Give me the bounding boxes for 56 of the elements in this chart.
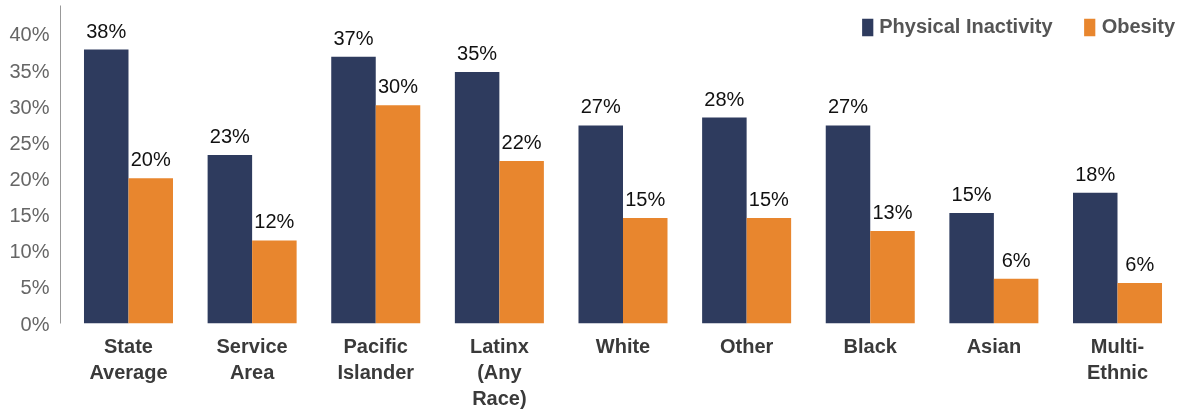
- bar: [825, 125, 871, 324]
- data-label: 27%: [580, 95, 621, 118]
- bar: [623, 217, 668, 324]
- data-label: 6%: [1125, 253, 1155, 276]
- data-label: 37%: [333, 26, 374, 49]
- data-label: 6%: [1001, 248, 1031, 271]
- bar: [331, 56, 376, 324]
- bar: [454, 71, 500, 324]
- y-tick-label: 25%: [9, 131, 50, 154]
- y-tick-label: 15%: [9, 204, 50, 227]
- x-tick-label: Other: [719, 334, 774, 357]
- data-label: 27%: [827, 95, 869, 118]
- x-tick-label: State Average: [89, 334, 168, 383]
- bar: [870, 230, 915, 324]
- y-tick-label: 5%: [20, 276, 50, 299]
- data-label: 15%: [625, 187, 666, 210]
- bar: [993, 278, 1039, 324]
- x-tick-label: Multi-Ethnic: [1086, 334, 1149, 383]
- bar: [1117, 283, 1163, 324]
- data-label: 22%: [501, 130, 542, 153]
- y-tick-label: 35%: [9, 59, 50, 82]
- bar: [83, 49, 129, 324]
- bar: [746, 217, 792, 324]
- y-tick-label: 30%: [9, 95, 50, 118]
- bar: [128, 178, 173, 324]
- data-label: 35%: [457, 41, 498, 64]
- legend-label: Physical Inactivity: [879, 15, 1053, 38]
- x-tick-label: Asian: [966, 334, 1022, 357]
- x-tick-label: Black: [843, 334, 898, 357]
- data-label: 28%: [704, 87, 745, 110]
- x-tick-label: White: [595, 334, 651, 357]
- y-tick-label: 20%: [9, 167, 50, 190]
- bar: [207, 155, 253, 324]
- data-label: 15%: [748, 187, 790, 210]
- bar: [499, 160, 544, 324]
- data-label: 23%: [209, 125, 251, 148]
- data-label: 13%: [872, 200, 913, 223]
- bar: [702, 117, 747, 324]
- bar: [375, 105, 421, 324]
- x-tick-label: Pacific Islander: [337, 334, 415, 383]
- legend-label: Obesity: [1101, 15, 1175, 38]
- bar: [578, 125, 623, 324]
- data-label: 18%: [1075, 162, 1116, 185]
- data-label: 20%: [130, 148, 171, 171]
- bar: [1073, 192, 1118, 324]
- data-label: 30%: [377, 75, 419, 98]
- x-tick-label: Service Area: [216, 334, 288, 383]
- data-label: 38%: [86, 19, 127, 42]
- bar: [252, 240, 297, 324]
- y-tick-label: 0%: [20, 312, 50, 335]
- data-label: 15%: [951, 182, 992, 205]
- y-tick-label: 10%: [9, 240, 50, 263]
- x-tick-label: Latinx (Any Race): [469, 334, 529, 410]
- y-tick-label: 40%: [9, 23, 50, 46]
- bar: [949, 212, 994, 324]
- data-label: 12%: [254, 210, 295, 233]
